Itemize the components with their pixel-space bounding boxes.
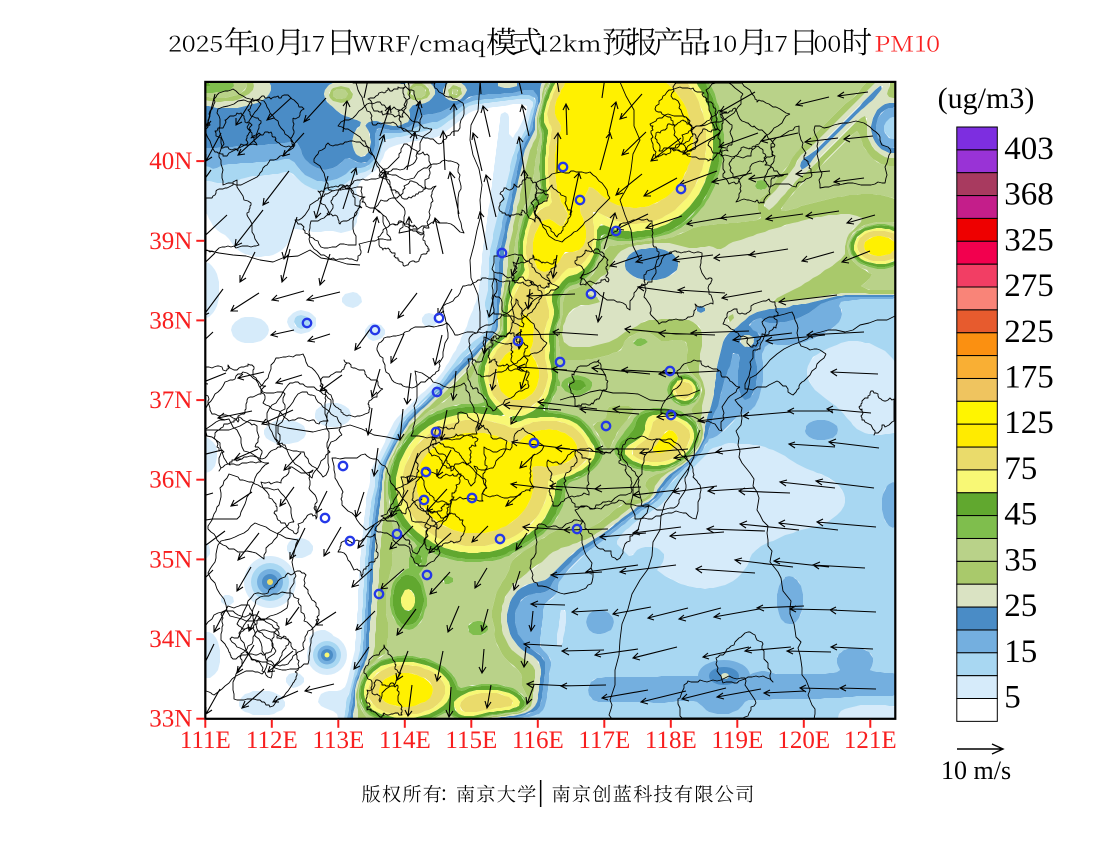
svg-text:33N: 33N xyxy=(149,706,192,733)
svg-text:116E: 116E xyxy=(512,727,564,754)
svg-text:120E: 120E xyxy=(777,727,830,754)
svg-text:35N: 35N xyxy=(149,546,192,573)
svg-text:325: 325 xyxy=(1004,222,1054,258)
svg-text:34N: 34N xyxy=(149,626,192,653)
svg-text:403: 403 xyxy=(1004,131,1054,167)
svg-text:35: 35 xyxy=(1004,542,1037,578)
svg-text:45: 45 xyxy=(1004,497,1037,533)
svg-text:38N: 38N xyxy=(149,307,192,334)
svg-text:(ug/m3): (ug/m3) xyxy=(938,82,1035,115)
svg-text:10 m/s: 10 m/s xyxy=(941,756,1011,785)
svg-text:275: 275 xyxy=(1004,268,1054,304)
svg-text:5: 5 xyxy=(1004,680,1021,716)
svg-text:36N: 36N xyxy=(149,467,192,494)
svg-text:25: 25 xyxy=(1004,588,1037,624)
svg-text:115E: 115E xyxy=(445,727,497,754)
svg-text:37N: 37N xyxy=(149,387,192,414)
svg-text:40N: 40N xyxy=(149,148,192,175)
svg-text:121E: 121E xyxy=(844,727,897,754)
svg-text:113E: 113E xyxy=(312,727,364,754)
svg-text:175: 175 xyxy=(1004,360,1054,396)
svg-text:15: 15 xyxy=(1004,634,1037,670)
svg-text:368: 368 xyxy=(1004,177,1054,213)
svg-text:39N: 39N xyxy=(149,228,192,255)
svg-text:75: 75 xyxy=(1004,451,1037,487)
svg-text:118E: 118E xyxy=(645,727,697,754)
svg-text:111E: 111E xyxy=(180,727,231,754)
svg-text:117E: 117E xyxy=(578,727,630,754)
svg-text:112E: 112E xyxy=(246,727,298,754)
svg-text:114E: 114E xyxy=(379,727,431,754)
svg-text:225: 225 xyxy=(1004,314,1054,350)
svg-text:125: 125 xyxy=(1004,405,1054,441)
svg-text:119E: 119E xyxy=(711,727,763,754)
